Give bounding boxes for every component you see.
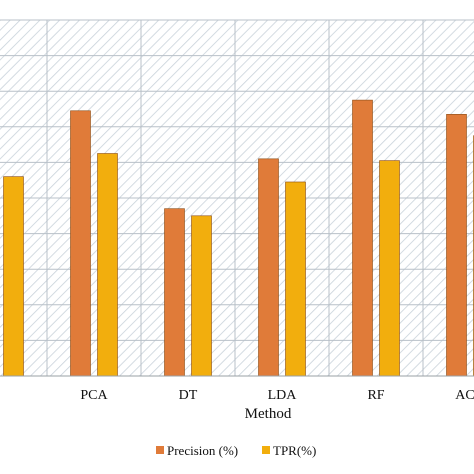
bar-tpr [191,215,212,377]
x-tick-label: ACO [455,388,474,403]
bar-precision [446,114,467,377]
bar-precision [258,158,279,377]
bar-tpr [3,176,24,377]
x-tick-labels: PCA DT LDA RF ACO [80,388,474,403]
bars [3,99,474,377]
bar-tpr [97,153,118,377]
legend-label: TPR(%) [273,443,316,458]
legend-label: Precision (%) [167,443,238,458]
legend: Precision (%) TPR(%) [156,443,316,458]
x-axis-title: Method [245,406,292,422]
bar-precision [164,208,185,377]
legend-swatch [262,446,270,454]
bar-tpr [379,160,400,377]
legend-swatch [156,446,164,454]
bar-precision [352,99,373,377]
bar-tpr [285,181,306,377]
x-tick-label: LDA [268,388,298,403]
x-tick-label: PCA [80,388,108,403]
bar-precision [70,110,91,377]
x-tick-label: RF [367,388,384,403]
x-tick-label: DT [179,388,198,403]
